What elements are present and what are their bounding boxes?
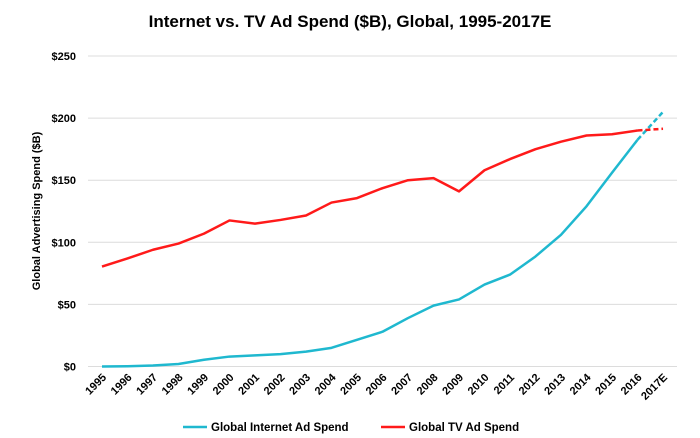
chart-title: Internet vs. TV Ad Spend ($B), Global, 1… bbox=[149, 12, 552, 31]
x-tick-label: 2013 bbox=[542, 372, 568, 398]
x-tick-label: 1998 bbox=[160, 372, 186, 398]
x-tick-label: 2004 bbox=[313, 371, 339, 397]
x-tick-label: 2005 bbox=[338, 372, 364, 398]
x-tick-label: 2010 bbox=[466, 372, 492, 398]
x-tick-label: 2014 bbox=[568, 371, 594, 397]
x-tick-label: 1997 bbox=[134, 372, 160, 398]
series-projection-1 bbox=[637, 127, 664, 132]
x-tick-label: 2011 bbox=[492, 372, 517, 397]
x-tick-label: 2002 bbox=[262, 372, 288, 398]
y-tick-label: $50 bbox=[58, 299, 76, 311]
x-tick-label: 2007 bbox=[389, 372, 415, 398]
x-tick-label: 2006 bbox=[364, 372, 390, 398]
x-tick-label: 2009 bbox=[440, 372, 466, 398]
y-tick-label: $0 bbox=[64, 362, 76, 374]
y-tick-label: $100 bbox=[52, 237, 76, 249]
legend-label-internet: Global Internet Ad Spend bbox=[211, 422, 349, 434]
y-tick-label: $150 bbox=[52, 175, 76, 187]
series-line-1 bbox=[101, 129, 638, 268]
y-axis-label: Global Advertising Spend ($B) bbox=[31, 131, 43, 290]
x-tick-label: 2015 bbox=[593, 372, 619, 398]
x-tick-label: 2003 bbox=[287, 372, 313, 398]
y-tick-label: $200 bbox=[52, 113, 76, 125]
x-tick-label: 2000 bbox=[211, 372, 237, 398]
y-tick-label: $250 bbox=[52, 51, 76, 63]
series-line-0 bbox=[101, 139, 639, 368]
x-tick-label: 2001 bbox=[236, 372, 262, 398]
x-tick-label: 1996 bbox=[109, 372, 135, 398]
x-tick-label: 1995 bbox=[83, 372, 109, 398]
series-projection-0 bbox=[636, 111, 664, 141]
x-tick-label: 2012 bbox=[517, 372, 543, 398]
legend-label-tv: Global TV Ad Spend bbox=[409, 422, 519, 434]
legend: Global Internet Ad Spend Global TV Ad Sp… bbox=[183, 422, 519, 434]
x-tick-label: 2017E bbox=[639, 372, 670, 403]
x-tick-label: 2008 bbox=[415, 372, 441, 398]
x-tick-label: 1999 bbox=[185, 372, 211, 398]
